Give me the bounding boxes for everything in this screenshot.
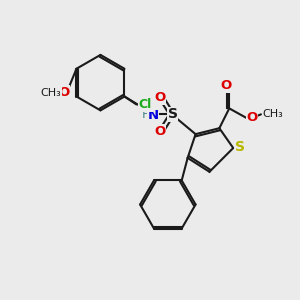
Text: O: O — [246, 111, 258, 124]
Text: N: N — [147, 109, 158, 122]
Text: O: O — [154, 91, 166, 104]
Text: S: S — [235, 140, 245, 154]
Text: CH₃: CH₃ — [40, 88, 61, 98]
Text: H: H — [141, 108, 151, 121]
Text: O: O — [221, 79, 232, 92]
Text: CH₃: CH₃ — [262, 109, 283, 119]
Text: O: O — [154, 125, 166, 138]
Text: S: S — [168, 107, 178, 121]
Text: O: O — [58, 86, 69, 99]
Text: Cl: Cl — [139, 98, 152, 111]
